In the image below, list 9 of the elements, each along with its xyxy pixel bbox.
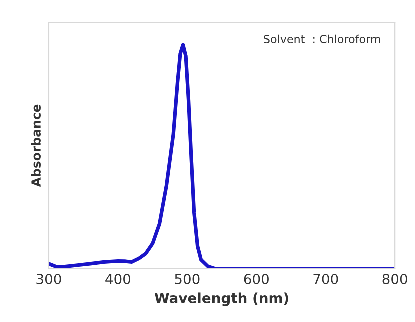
x-tick-label: 800 <box>382 274 408 284</box>
x-tick-label: 500 <box>175 274 200 284</box>
x-axis-title: Wavelength (nm) <box>154 292 288 306</box>
x-tick-label: 700 <box>314 274 338 284</box>
text: Solvent : Chloroform <box>264 34 380 44</box>
y-axis-title: Absorbance <box>31 104 41 188</box>
x-tick-label: 600 <box>244 274 269 284</box>
x-tick-label: 400 <box>106 274 131 284</box>
x-tick-label: 300 <box>36 274 62 284</box>
